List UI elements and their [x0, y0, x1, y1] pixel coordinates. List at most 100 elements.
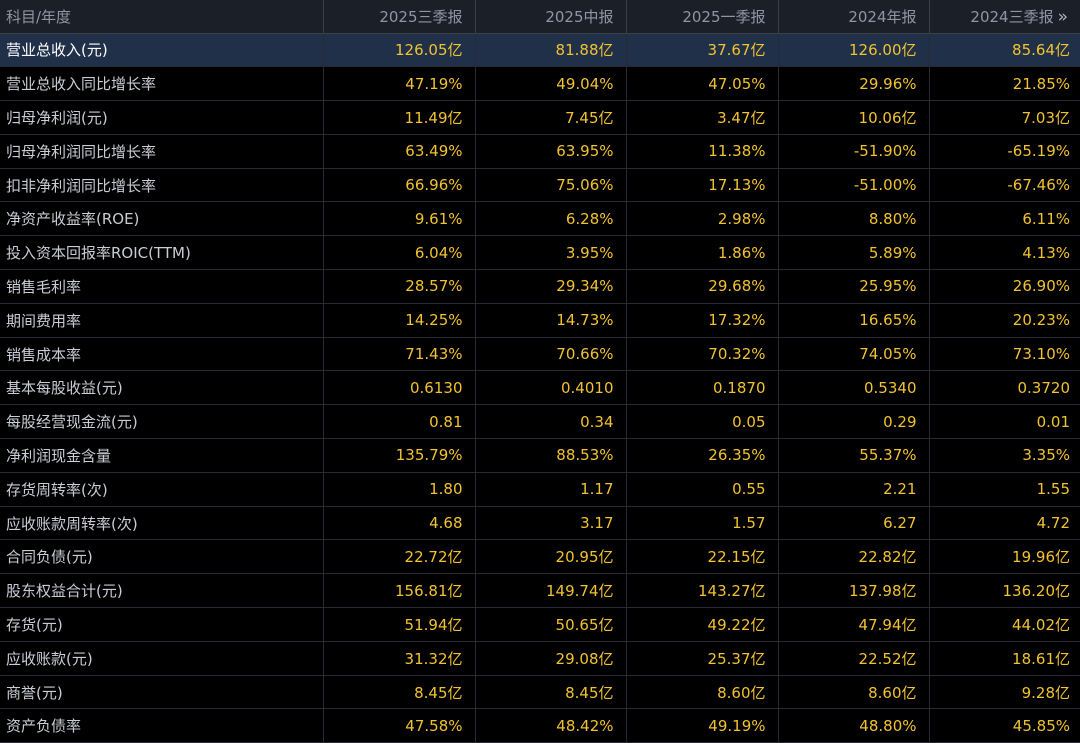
period-header[interactable]: 2025中报 [475, 0, 627, 34]
table-row[interactable]: 扣非净利润同比增长率 66.96% 75.06% 17.13% -51.00% -67.4… [0, 168, 1080, 203]
table-row[interactable]: 投入资本回报率ROIC(TTM) 6.04% 3.95% 1.86% 5.89% 4.13… [0, 235, 1080, 271]
table-cell-value: 14.73% [475, 303, 627, 338]
table-cell-value: 71.43% [323, 337, 476, 372]
table-cell-value: 8.80% [778, 201, 930, 237]
table-cell-value: 126.05亿 [323, 33, 476, 68]
period-header-label: 2024三季报 [970, 7, 1054, 26]
table-cell-value: 1.17 [475, 472, 627, 507]
table-cell-value: 2.21 [778, 472, 930, 507]
table-row[interactable]: 净利润现金含量 135.79% 88.53% 26.35% 55.37% 3.35% [0, 438, 1080, 473]
period-header[interactable]: 2024年报 [778, 0, 930, 34]
table-cell-value: 14.25% [323, 303, 476, 338]
table-cell-value: 19.96亿 [929, 539, 1080, 575]
table-row[interactable]: 存货周转率(次) 1.80 1.17 0.55 2.21 1.55 [0, 472, 1080, 507]
table-row[interactable]: 销售成本率 71.43% 70.66% 70.32% 74.05% 73.10% [0, 337, 1080, 372]
table-row[interactable]: 应收账款周转率(次) 4.68 3.17 1.57 6.27 4.72 [0, 506, 1080, 541]
table-row[interactable]: 归母净利润(元) 11.49亿 7.45亿 3.47亿 10.06亿 7.03亿 [0, 100, 1080, 135]
table-cell-value: 37.67亿 [626, 33, 779, 68]
table-cell-value: 20.95亿 [475, 539, 627, 575]
period-header[interactable]: 2025一季报 [626, 0, 779, 34]
table-row[interactable]: 每股经营现金流(元) 0.81 0.34 0.05 0.29 0.01 [0, 404, 1080, 440]
table-row[interactable]: 存货(元) 51.94亿 50.65亿 49.22亿 47.94亿 44.02亿 [0, 607, 1080, 642]
table-cell-value: 0.55 [626, 472, 779, 507]
table-cell-value: 0.3720 [929, 370, 1080, 406]
double-chevron-right-icon[interactable]: » [1057, 6, 1068, 27]
table-row[interactable]: 营业总收入同比增长率 47.19% 49.04% 47.05% 29.96% 21.85% [0, 66, 1080, 102]
row-label: 投入资本回报率ROIC(TTM) [0, 235, 324, 271]
table-row[interactable]: 净资产收益率(ROE) 9.61% 6.28% 2.98% 8.80% 6.11% [0, 201, 1080, 237]
row-label: 资产负债率 [0, 708, 324, 743]
table-row[interactable]: 合同负债(元) 22.72亿 20.95亿 22.15亿 22.82亿 19.96亿 [0, 539, 1080, 575]
table-cell-value: 8.60亿 [778, 675, 930, 710]
table-row[interactable]: 营业总收入(元) 126.05亿 81.88亿 37.67亿 126.00亿 85.64亿 [0, 33, 1080, 68]
table-row[interactable]: 商誉(元) 8.45亿 8.45亿 8.60亿 8.60亿 9.28亿 [0, 675, 1080, 710]
table-cell-value: 135.79% [323, 438, 476, 473]
table-cell-value: 6.11% [929, 201, 1080, 237]
table-cell-value: 70.32% [626, 337, 779, 372]
table-row[interactable]: 股东权益合计(元) 156.81亿 149.74亿 143.27亿 137.98亿 136… [0, 573, 1080, 609]
table-cell-value: 5.89% [778, 235, 930, 271]
table-cell-value: 11.49亿 [323, 100, 476, 135]
table-cell-value: 88.53% [475, 438, 627, 473]
table-cell-value: 11.38% [626, 134, 779, 169]
row-label: 应收账款(元) [0, 641, 324, 676]
table-cell-value: 50.65亿 [475, 607, 627, 642]
row-label: 营业总收入同比增长率 [0, 66, 324, 102]
table-row[interactable]: 销售毛利率 28.57% 29.34% 29.68% 25.95% 26.90% [0, 269, 1080, 304]
table-cell-value: 63.95% [475, 134, 627, 169]
table-row[interactable]: 应收账款(元) 31.32亿 29.08亿 25.37亿 22.52亿 18.61亿 [0, 641, 1080, 676]
table-cell-value: 156.81亿 [323, 573, 476, 609]
table-cell-value: 136.20亿 [929, 573, 1080, 609]
period-header-last[interactable]: 2024三季报» [929, 0, 1080, 34]
table-cell-value: 29.34% [475, 269, 627, 304]
table-cell-value: 7.03亿 [929, 100, 1080, 135]
table-cell-value: 55.37% [778, 438, 930, 473]
row-label: 净资产收益率(ROE) [0, 201, 324, 237]
table-cell-value: 22.52亿 [778, 641, 930, 676]
period-header[interactable]: 2025三季报 [323, 0, 476, 34]
table-cell-value: 0.6130 [323, 370, 476, 406]
row-label: 存货周转率(次) [0, 472, 324, 507]
row-label: 净利润现金含量 [0, 438, 324, 473]
table-cell-value: 74.05% [778, 337, 930, 372]
table-cell-value: 47.94亿 [778, 607, 930, 642]
row-label: 期间费用率 [0, 303, 324, 338]
table-cell-value: 25.95% [778, 269, 930, 304]
table-cell-value: 6.04% [323, 235, 476, 271]
table-cell-value: 3.95% [475, 235, 627, 271]
table-cell-value: -51.00% [778, 168, 930, 203]
table-cell-value: 29.08亿 [475, 641, 627, 676]
row-label: 销售成本率 [0, 337, 324, 372]
table-cell-value: 26.35% [626, 438, 779, 473]
table-cell-value: -51.90% [778, 134, 930, 169]
table-cell-value: 6.28% [475, 201, 627, 237]
table-cell-value: 8.45亿 [323, 675, 476, 710]
table-row[interactable]: 基本每股收益(元) 0.6130 0.4010 0.1870 0.5340 0.3720 [0, 370, 1080, 406]
table-cell-value: 9.28亿 [929, 675, 1080, 710]
table-cell-value: 26.90% [929, 269, 1080, 304]
table-cell-value: 1.86% [626, 235, 779, 271]
table-header: 科目/年度 2025三季报 2025中报 2025一季报 2024年报 2024… [0, 0, 1080, 34]
table-cell-value: 8.60亿 [626, 675, 779, 710]
corner-label: 科目/年度 [0, 0, 324, 34]
row-label: 每股经营现金流(元) [0, 404, 324, 440]
table-cell-value: 29.96% [778, 66, 930, 102]
table-cell-value: 22.72亿 [323, 539, 476, 575]
row-label: 归母净利润(元) [0, 100, 324, 135]
table-cell-value: 143.27亿 [626, 573, 779, 609]
table-cell-value: 7.45亿 [475, 100, 627, 135]
table-cell-value: 73.10% [929, 337, 1080, 372]
table-cell-value: 4.68 [323, 506, 476, 541]
table-cell-value: 137.98亿 [778, 573, 930, 609]
table-cell-value: 0.05 [626, 404, 779, 440]
table-cell-value: 1.57 [626, 506, 779, 541]
table-cell-value: 3.35% [929, 438, 1080, 473]
table-cell-value: 10.06亿 [778, 100, 930, 135]
row-label: 归母净利润同比增长率 [0, 134, 324, 169]
table-cell-value: 47.58% [323, 708, 476, 743]
table-row[interactable]: 期间费用率 14.25% 14.73% 17.32% 16.65% 20.23% [0, 303, 1080, 338]
table-row[interactable]: 归母净利润同比增长率 63.49% 63.95% 11.38% -51.90% -65.1… [0, 134, 1080, 169]
table-cell-value: 85.64亿 [929, 33, 1080, 68]
table-cell-value: 22.15亿 [626, 539, 779, 575]
table-cell-value: 70.66% [475, 337, 627, 372]
